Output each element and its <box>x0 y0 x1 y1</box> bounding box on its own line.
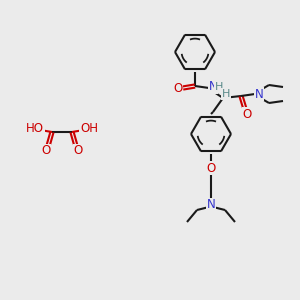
Text: O: O <box>173 82 183 94</box>
Text: O: O <box>41 145 51 158</box>
Text: H: H <box>222 89 230 99</box>
Text: H: H <box>215 82 223 92</box>
Text: O: O <box>242 107 252 121</box>
Text: N: N <box>207 199 215 212</box>
Text: N: N <box>255 88 263 100</box>
Text: O: O <box>74 145 82 158</box>
Text: OH: OH <box>80 122 98 136</box>
Text: HO: HO <box>26 122 44 136</box>
Text: N: N <box>208 80 217 94</box>
Text: O: O <box>206 161 216 175</box>
